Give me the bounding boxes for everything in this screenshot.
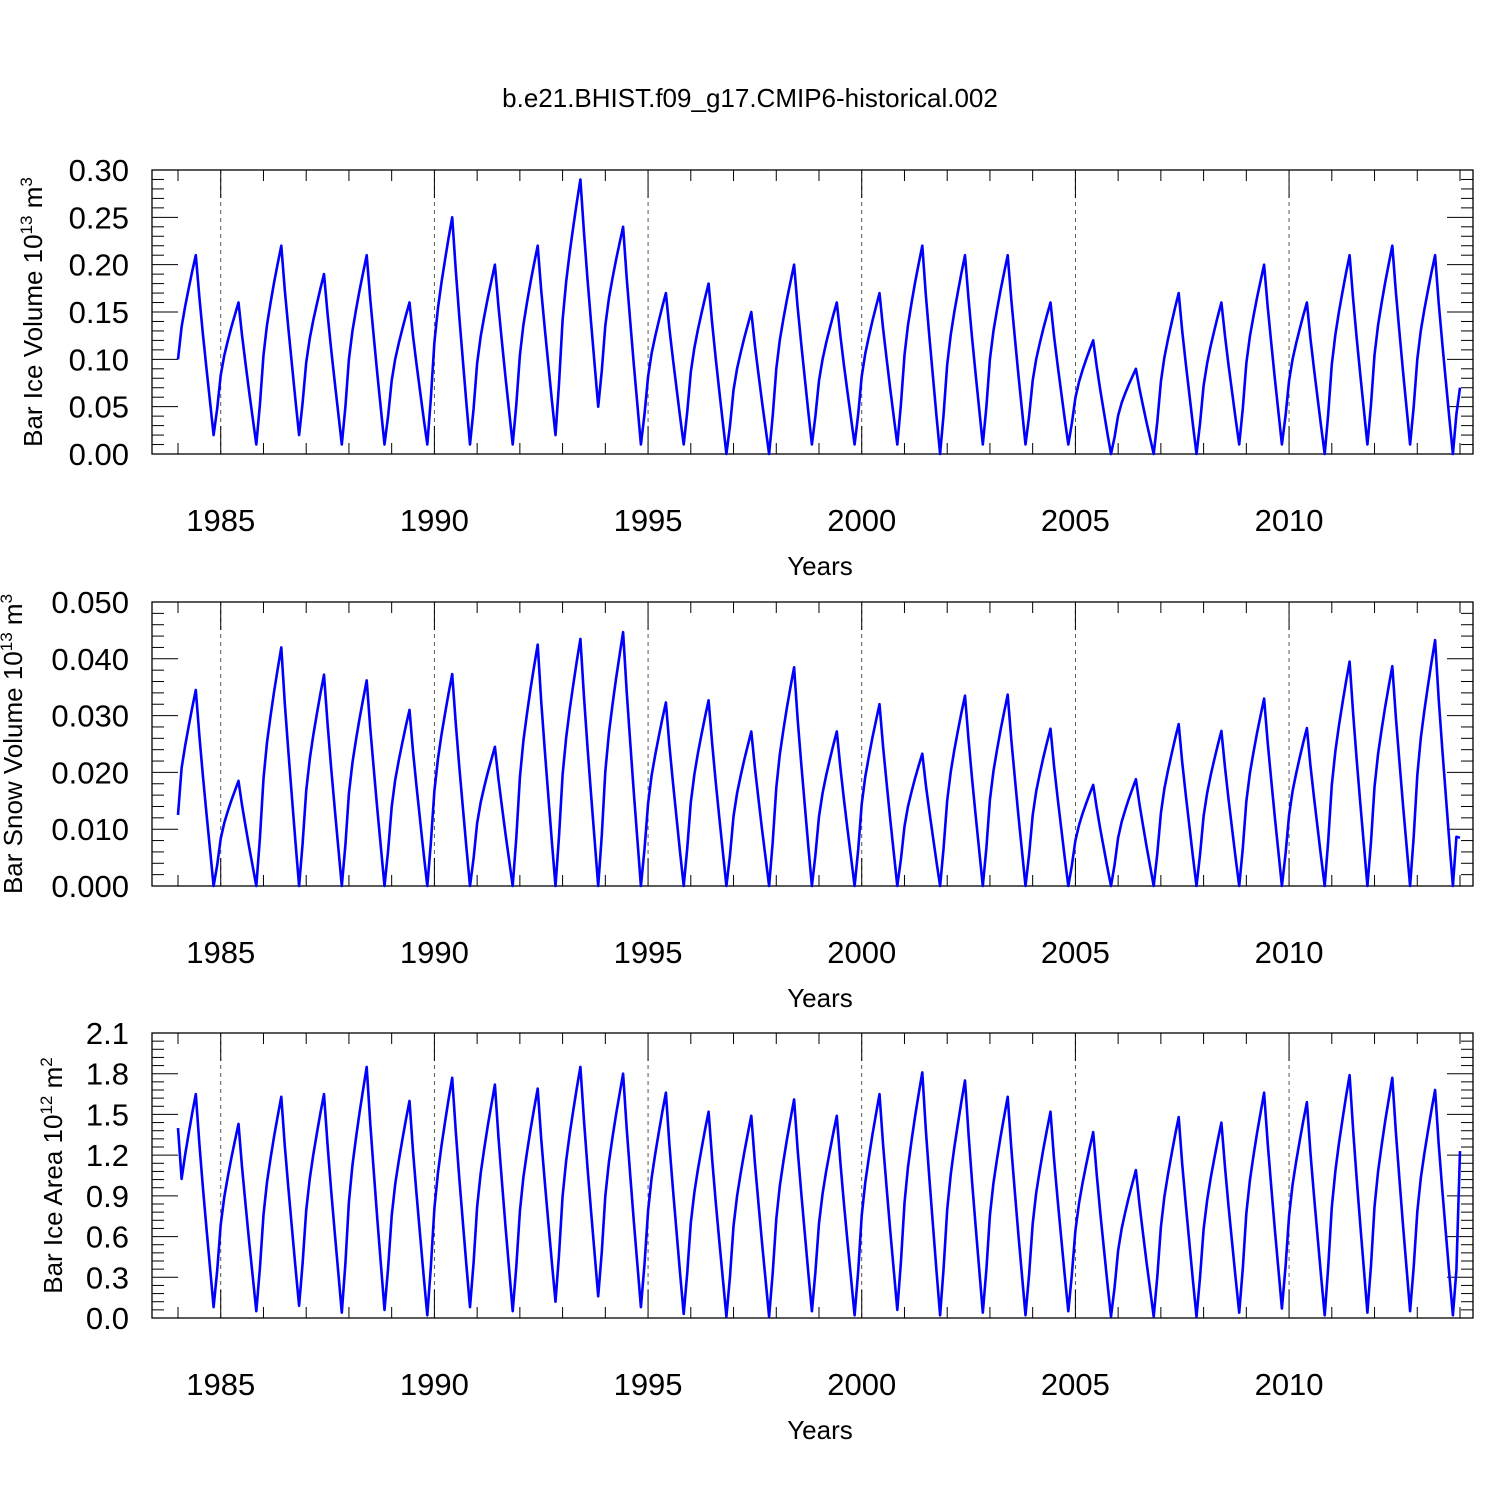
y-axis-label-unit-exponent: 2 [37, 1057, 56, 1066]
y-tick-label: 0.15 [69, 295, 129, 330]
x-axis-label: Years [787, 551, 853, 581]
y-tick-label: 0.00 [69, 437, 129, 472]
x-axis-label: Years [787, 983, 853, 1013]
series-line [176, 178, 1462, 456]
y-tick-label: 1.2 [86, 1138, 129, 1173]
y-axis-label-exponent: 12 [37, 1096, 56, 1115]
y-tick-label: 0.30 [69, 153, 129, 188]
y-tick-label: 0.0 [86, 1301, 129, 1336]
x-axis-label: Years [787, 1415, 853, 1445]
x-tick-label: 2010 [1255, 935, 1324, 970]
series-line [176, 1065, 1462, 1318]
y-tick-label: 0.6 [86, 1220, 129, 1255]
plot-frame [151, 169, 1474, 455]
y-axis-label-exponent: 13 [17, 215, 36, 234]
chart-panel-1: 0.00 0.05 0.10 0.15 0.20 0.25 0.30 1985 1990 1995… [17, 153, 1474, 581]
y-tick-label: 0.20 [69, 248, 129, 283]
series-line [176, 630, 1461, 888]
y-tick-label: 0.000 [51, 869, 129, 904]
x-tick-label: 2000 [827, 503, 896, 538]
x-tick-label: 1990 [400, 1367, 469, 1402]
y-axis-label: Bar Ice Area 1012 m2 [37, 1057, 68, 1294]
plot-frame [151, 1032, 1474, 1319]
x-tick-label: 1995 [614, 935, 683, 970]
y-axis-label-unit: m [0, 603, 28, 632]
x-tick-label: 1985 [186, 503, 255, 538]
y-axis-label-unit-exponent: 3 [0, 594, 16, 603]
y-axis-label-unit: m [38, 1067, 68, 1096]
y-tick-label: 0.3 [86, 1260, 129, 1295]
figure-title: b.e21.BHIST.f09_g17.CMIP6-historical.002 [502, 83, 998, 113]
y-tick-label: 0.040 [51, 642, 129, 677]
y-axis-label: Bar Ice Volume 1013 m3 [17, 177, 48, 447]
x-tick-label: 2000 [827, 1367, 896, 1402]
panels: 0.00 0.05 0.10 0.15 0.20 0.25 0.30 1985 1990 1995… [0, 153, 1474, 1445]
x-tick-label: 2005 [1041, 1367, 1110, 1402]
x-tick-label: 2010 [1255, 1367, 1324, 1402]
y-tick-label: 0.25 [69, 200, 129, 235]
x-tick-label: 1990 [400, 503, 469, 538]
y-tick-label: 0.9 [86, 1179, 129, 1214]
y-tick-label: 0.05 [69, 390, 129, 425]
x-tick-label: 1985 [186, 1367, 255, 1402]
plot-frame [151, 601, 1474, 887]
y-axis-label-unit: m [18, 187, 48, 216]
y-tick-label: 0.030 [51, 699, 129, 734]
y-tick-label: 0.10 [69, 342, 129, 377]
chart-panel-3: 0.0 0.3 0.6 0.9 1.2 1.5 1.8 2.1 1985 1990 1995 2000… [37, 1016, 1474, 1445]
x-tick-label: 1990 [400, 935, 469, 970]
x-tick-label: 1985 [186, 935, 255, 970]
y-axis-label-text: Bar Snow Volume 10 [0, 651, 28, 894]
y-axis-label: Bar Snow Volume 1013 m3 [0, 594, 28, 894]
x-tick-label: 2010 [1255, 503, 1324, 538]
x-tick-label: 2005 [1041, 503, 1110, 538]
chart-panel-2: 0.000 0.010 0.020 0.030 0.040 0.050 1985 1990 19… [0, 585, 1474, 1013]
y-tick-label: 0.050 [51, 585, 129, 620]
y-axis-label-text: Bar Ice Area 10 [38, 1115, 68, 1294]
y-axis-label-unit-exponent: 3 [17, 177, 36, 186]
x-tick-label: 1995 [614, 503, 683, 538]
y-axis-label-text: Bar Ice Volume 10 [18, 234, 48, 446]
y-tick-label: 1.5 [86, 1097, 129, 1132]
y-tick-label: 1.8 [86, 1057, 129, 1092]
x-tick-label: 2000 [827, 935, 896, 970]
y-tick-label: 0.020 [51, 755, 129, 790]
y-tick-label: 2.1 [86, 1016, 129, 1051]
y-tick-label: 0.010 [51, 812, 129, 847]
x-tick-label: 1995 [614, 1367, 683, 1402]
x-tick-label: 2005 [1041, 935, 1110, 970]
y-axis-label-exponent: 13 [0, 632, 16, 651]
